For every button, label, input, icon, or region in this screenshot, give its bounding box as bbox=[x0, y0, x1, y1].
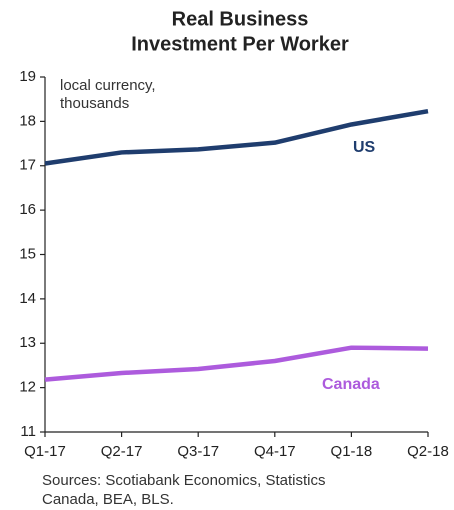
x-tick-label: Q4-17 bbox=[254, 443, 296, 460]
y-tick-label: 19 bbox=[19, 68, 36, 85]
chart-title: Investment Per Worker bbox=[131, 33, 349, 55]
y-tick-label: 17 bbox=[19, 157, 36, 174]
x-tick-label: Q2-17 bbox=[101, 443, 143, 460]
y-tick-label: 11 bbox=[20, 423, 36, 440]
series-label: Canada bbox=[322, 376, 380, 393]
source: Canada, BEA, BLS. bbox=[42, 491, 174, 508]
x-tick-label: Q1-17 bbox=[24, 443, 66, 460]
y-tick-label: 15 bbox=[19, 245, 36, 262]
y-tick-label: 12 bbox=[19, 379, 36, 396]
y-tick-label: 16 bbox=[19, 201, 36, 218]
x-tick-label: Q2-18 bbox=[407, 443, 449, 460]
y-tick-label: 14 bbox=[19, 290, 36, 307]
y-tick-label: 18 bbox=[19, 112, 36, 129]
source: Sources: Scotiabank Economics, Statistic… bbox=[42, 472, 325, 489]
axis-note: local currency, bbox=[60, 77, 156, 94]
series-line bbox=[44, 345, 429, 382]
x-tick-label: Q3-17 bbox=[177, 443, 219, 460]
series-line bbox=[44, 108, 429, 166]
axis-note: thousands bbox=[60, 95, 129, 112]
x-tick-label: Q1-18 bbox=[331, 443, 373, 460]
series-label: US bbox=[353, 139, 376, 156]
y-tick-label: 13 bbox=[19, 334, 36, 351]
chart-title: Real Business bbox=[172, 8, 309, 30]
